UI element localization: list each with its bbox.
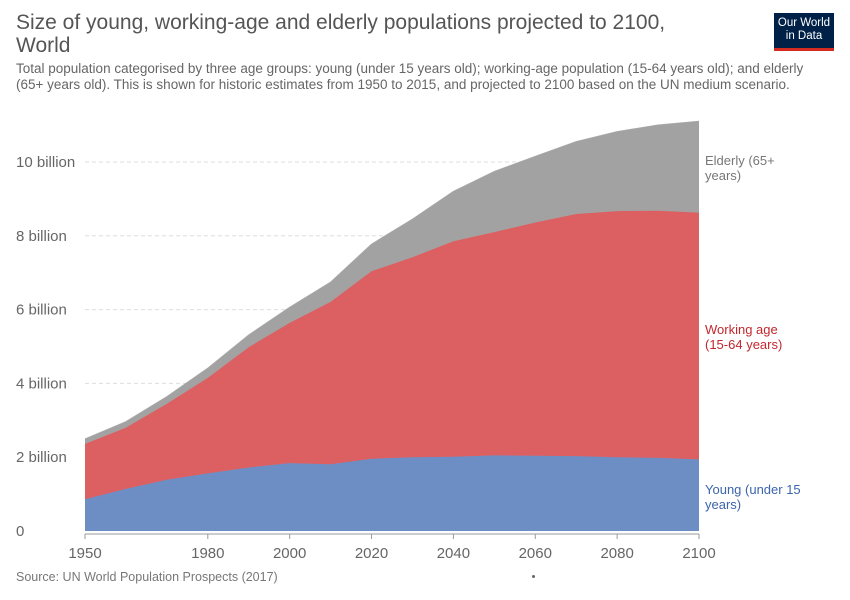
chart-subtitle: Total population categorised by three ag… [16, 61, 804, 92]
x-tick-label: 2000 [273, 545, 306, 562]
area-series-2[interactable] [85, 121, 699, 444]
series-label[interactable]: years) [705, 168, 741, 183]
logo-line-1: Our World [777, 17, 831, 29]
logo-line-2: in Data [785, 30, 823, 42]
y-tick-label: 6 billion [16, 302, 67, 319]
y-tick-label: 0 [16, 523, 24, 540]
owid-logo[interactable]: Our World in Data [774, 13, 834, 51]
y-tick-label: 8 billion [16, 228, 67, 245]
x-tick-label: 2040 [437, 545, 470, 562]
series-label[interactable]: Elderly (65+ [705, 153, 775, 168]
source-note[interactable]: Source: UN World Population Prospects (2… [16, 570, 278, 584]
x-tick-label: 1980 [191, 545, 224, 562]
chart-title: Size of young, working-age and elderly p… [16, 11, 666, 57]
x-tick-label: 2020 [355, 545, 388, 562]
x-axis: 1950 1980 2000 2020 2040 2060 2080 2100 [68, 533, 716, 562]
area-series-0[interactable] [85, 455, 699, 531]
series-label[interactable]: years) [705, 497, 741, 512]
area-series-1[interactable] [85, 210, 699, 500]
x-tick-label: 2080 [600, 545, 633, 562]
x-tick-label: 1950 [68, 545, 101, 562]
series-label[interactable]: Working age [705, 322, 778, 337]
x-tick-label: 2060 [519, 545, 552, 562]
area-series-edge-2 [84, 120, 700, 440]
series-label[interactable]: (15-64 years) [705, 337, 782, 352]
y-tick-label: 10 billion [16, 154, 75, 171]
y-axis: 0 2 billion 4 billion 6 billion 8 billion 10 … [16, 154, 75, 540]
y-tick-label: 2 billion [16, 449, 67, 466]
series-labels: Elderly (65+years)Working age(15-64 year… [705, 153, 801, 512]
series-label[interactable]: Young (under 15 [705, 482, 801, 497]
x-tick-label: 2100 [682, 545, 715, 562]
pager-dot [532, 575, 535, 578]
y-tick-label: 4 billion [16, 375, 67, 392]
stacked-areas [84, 120, 700, 531]
